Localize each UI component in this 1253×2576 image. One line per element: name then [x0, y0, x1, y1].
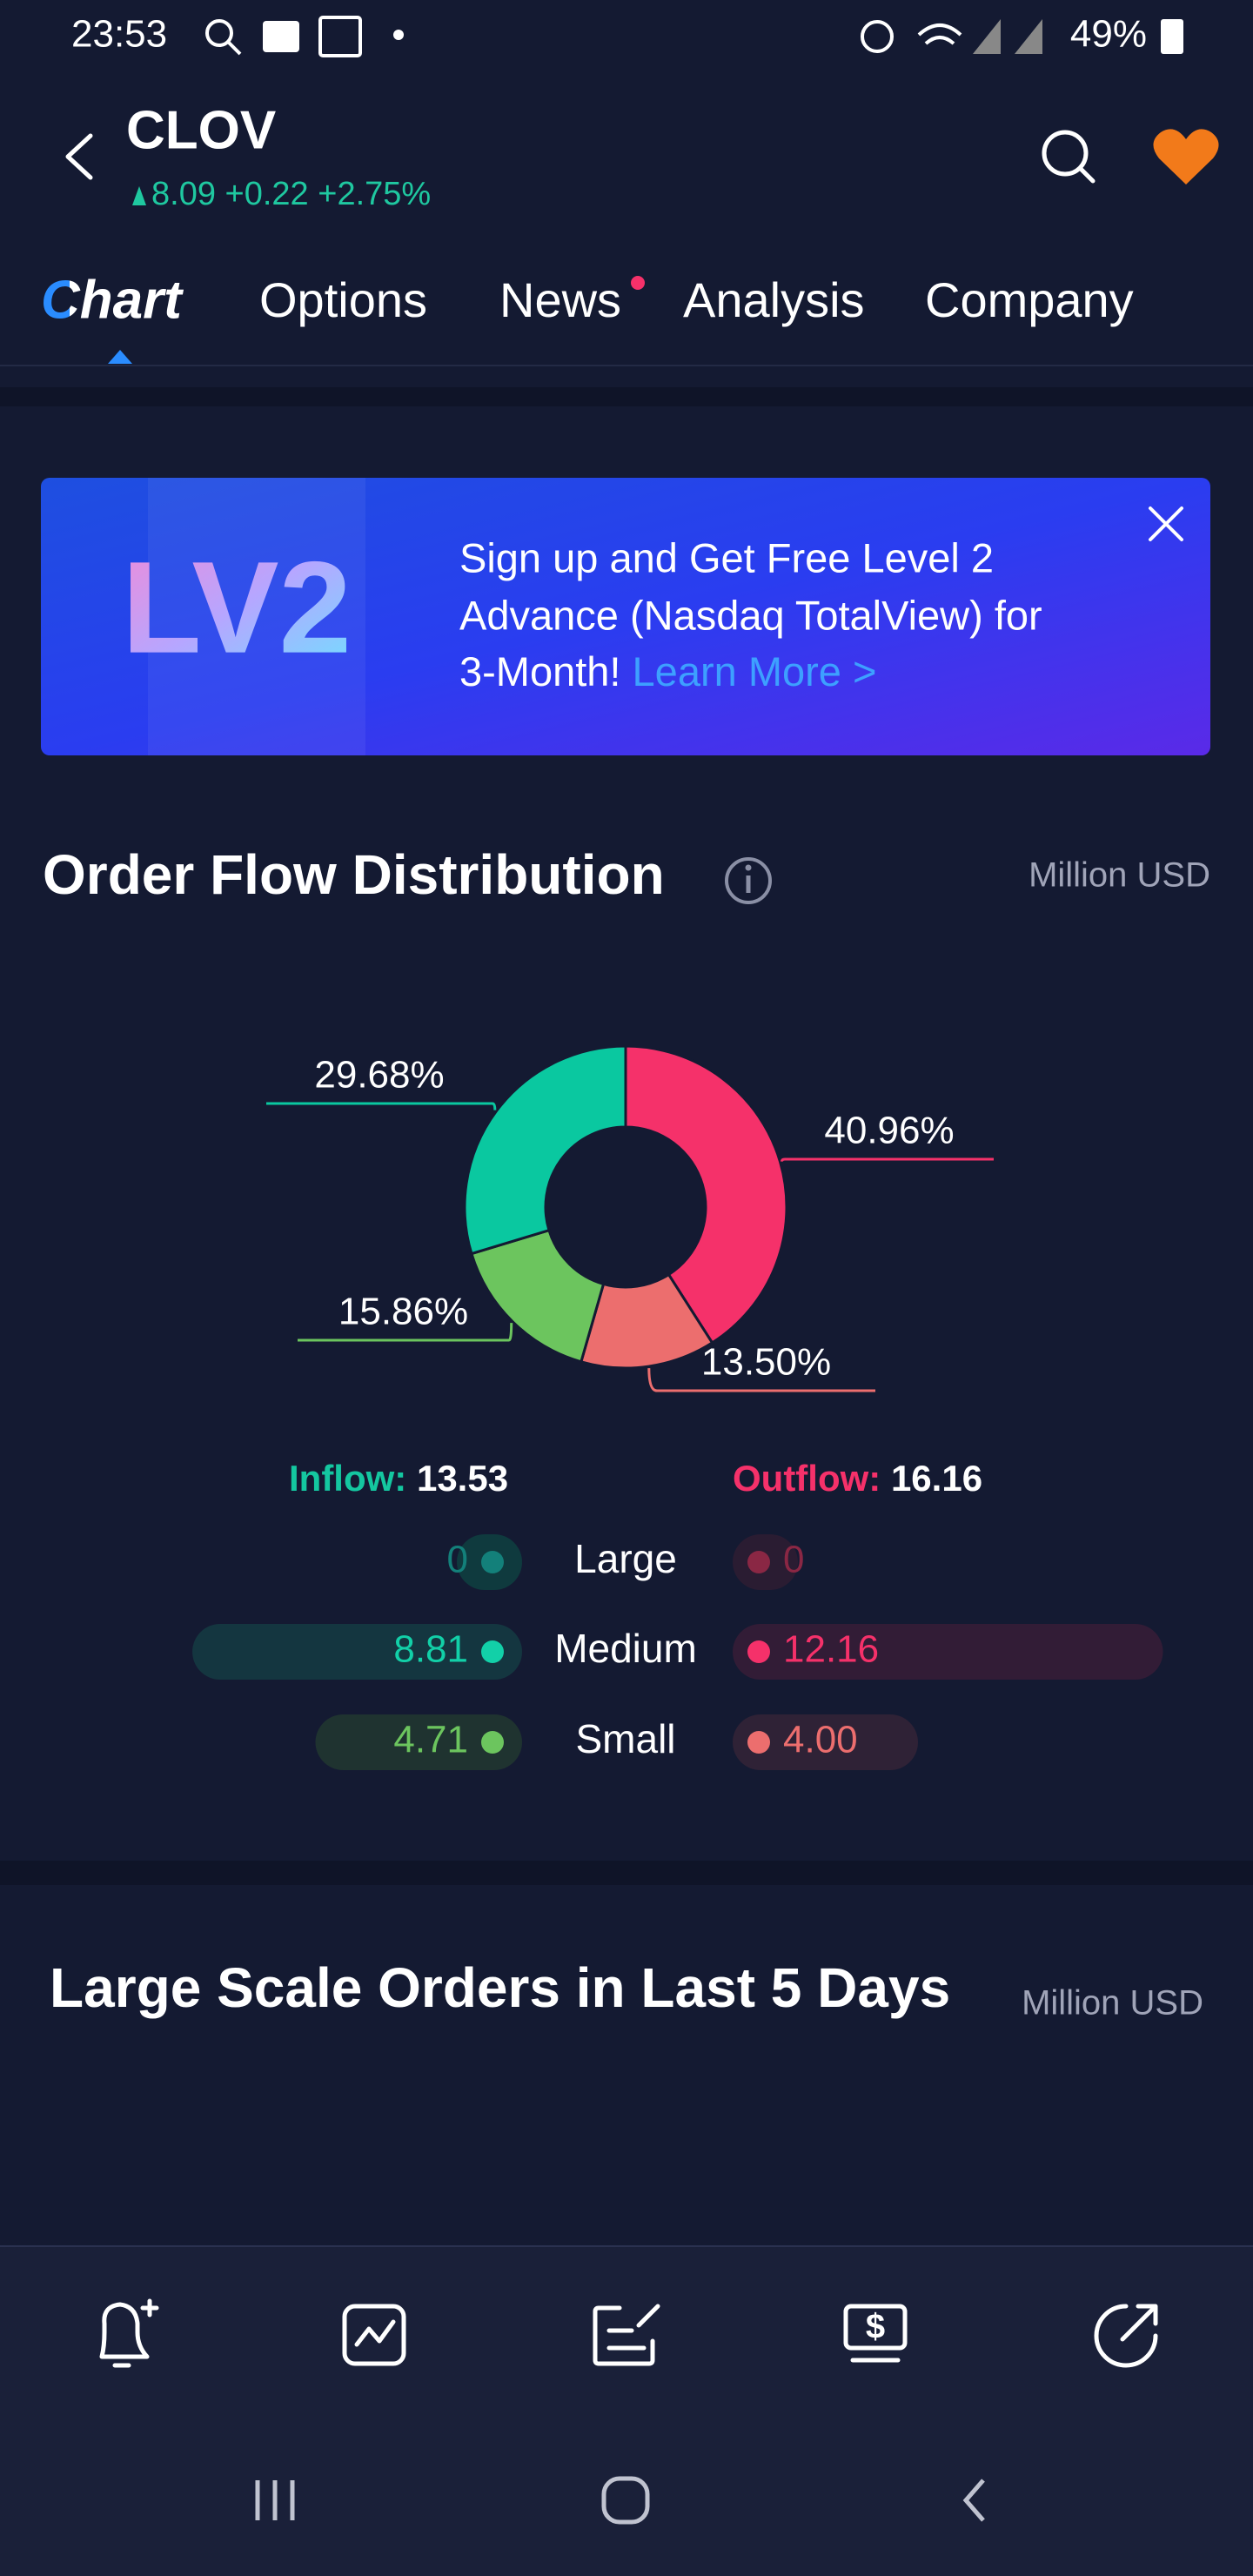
outflow-label: Outflow: 16.16	[733, 1458, 982, 1499]
status-icons-right	[861, 19, 1183, 54]
up-arrow	[132, 186, 146, 205]
outflow-dot	[747, 1731, 770, 1754]
banner-text: Advance (Nasdaq TotalView) for	[459, 592, 1042, 638]
inflow-value: 0	[447, 1539, 468, 1581]
banner-text: Sign up and Get Free Level 2	[459, 534, 994, 580]
price: 8.09	[151, 176, 216, 212]
unit-label: Million USD	[1022, 1984, 1203, 2023]
inflow-label: Inflow: 13.53	[289, 1458, 508, 1499]
share-button[interactable]	[1094, 2304, 1158, 2368]
outflow-value: 4.00	[783, 1719, 858, 1761]
data-label: 29.68%	[314, 1054, 444, 1097]
leader-line	[298, 1323, 513, 1342]
inflow-bar	[192, 1624, 522, 1680]
inflow-total: 13.53	[417, 1458, 508, 1499]
chart-button[interactable]	[342, 2304, 406, 2366]
outflow-value: 12.16	[783, 1628, 879, 1671]
row-label: Medium	[554, 1626, 697, 1671]
banner-text: 3-Month!	[459, 648, 620, 694]
news-badge	[631, 276, 645, 290]
status-icons-left	[205, 16, 404, 57]
row-label: Small	[575, 1716, 675, 1761]
note-button[interactable]	[593, 2304, 660, 2366]
outflow-total: 16.16	[891, 1458, 982, 1499]
data-label: 13.50%	[701, 1341, 831, 1384]
favorite-button[interactable]	[1153, 129, 1219, 184]
data-label: 15.86%	[338, 1291, 468, 1333]
nav-recent[interactable]	[255, 2480, 295, 2520]
outflow-dot	[747, 1551, 770, 1573]
data-label: 40.96%	[824, 1110, 954, 1152]
promo-banner[interactable]: LV2 Sign up and Get Free Level 2 Advance…	[41, 478, 1210, 755]
inflow-dot	[481, 1551, 504, 1573]
inflow-label: Inflow:	[289, 1458, 406, 1499]
divider	[0, 365, 1253, 366]
svg-text:$: $	[866, 2308, 885, 2346]
quote: 8.09 +0.22 +2.75%	[151, 176, 431, 212]
divider	[0, 387, 1253, 406]
flow-table: Large 0 0 Medium 8.81 12.16 Small 4.71 4.00	[192, 1534, 1163, 1770]
unit-label: Million USD	[1029, 856, 1210, 895]
back-button[interactable]	[65, 133, 93, 180]
info-button[interactable]	[725, 857, 772, 904]
section-title: Large Scale Orders in Last 5 Days	[50, 1956, 950, 2019]
leader-line	[781, 1157, 994, 1162]
divider	[0, 1861, 1253, 1885]
inflow-dot	[481, 1640, 504, 1663]
tab[interactable]: Analysis	[683, 272, 865, 327]
tab-indicator	[108, 350, 132, 364]
donut-segment	[470, 1228, 606, 1364]
nav-home[interactable]	[601, 2476, 650, 2525]
trade-button[interactable]: $	[843, 2304, 908, 2363]
donut-chart: 40.96% 13.50% 15.86% 29.68%	[266, 1044, 994, 1392]
outflow-dot	[747, 1640, 770, 1663]
status-battery: 49%	[1070, 13, 1147, 56]
tab-active[interactable]: Chart	[41, 270, 184, 330]
donut-segment	[463, 1044, 627, 1256]
change: +0.22	[225, 176, 309, 212]
inflow-value: 8.81	[393, 1628, 468, 1671]
outflow-bar	[733, 1714, 918, 1770]
leader-line	[266, 1102, 497, 1110]
inflow-dot	[481, 1731, 504, 1754]
banner-link[interactable]: Learn More >	[633, 648, 877, 694]
status-time: 23:53	[71, 13, 167, 56]
banner-badge: LV2	[122, 534, 352, 681]
tab[interactable]: Company	[925, 272, 1134, 327]
change-pct: +2.75%	[318, 176, 431, 212]
leader-line	[647, 1368, 875, 1392]
toolbar	[0, 2245, 1253, 2576]
outflow-bar	[733, 1624, 1163, 1680]
alert-button[interactable]	[99, 2298, 159, 2368]
donut-segment	[624, 1044, 788, 1345]
tab[interactable]: Options	[259, 272, 427, 327]
tab[interactable]: News	[499, 272, 621, 327]
inflow-bar	[315, 1714, 522, 1770]
divider	[0, 2245, 1253, 2247]
nav-back[interactable]	[962, 2479, 985, 2522]
outflow-value: 0	[783, 1539, 804, 1581]
banner-close[interactable]	[1149, 506, 1183, 541]
row-label: Large	[574, 1536, 677, 1581]
inflow-value: 4.71	[393, 1719, 468, 1761]
banner-text: 3-Month! Learn More >	[459, 648, 876, 694]
symbol: CLOV	[126, 100, 276, 160]
section-title: Order Flow Distribution	[43, 843, 665, 906]
outflow-label: Outflow:	[733, 1458, 881, 1499]
search-button[interactable]	[1042, 130, 1096, 184]
